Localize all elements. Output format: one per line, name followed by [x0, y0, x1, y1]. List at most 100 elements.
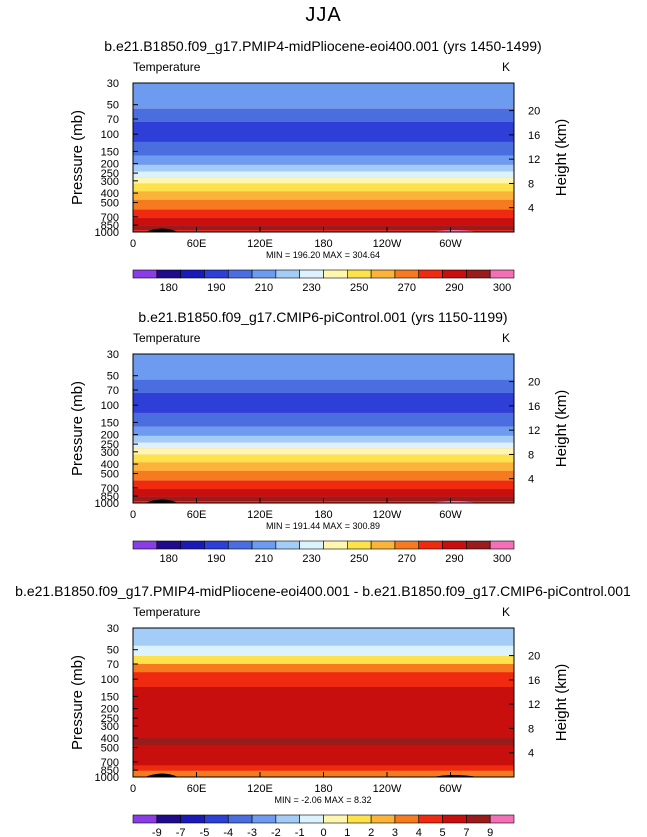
terrain-shape: [145, 228, 178, 232]
y-tick-label: 250: [101, 168, 119, 180]
right-tick-label: 4: [528, 748, 534, 760]
colorbar-label: -2: [271, 827, 281, 837]
variable-label: Temperature: [133, 605, 201, 619]
right-tick-label: 20: [528, 377, 540, 389]
colorbar-label: 4: [416, 827, 422, 837]
units-label: K: [502, 60, 510, 74]
colorbar-swatch: [132, 269, 158, 279]
y-tick-label: 300: [101, 721, 119, 733]
y-tick-label: 700: [101, 757, 119, 769]
colorbar-label: -5: [200, 827, 210, 837]
y-axis-label: Pressure (mb): [69, 381, 86, 476]
x-tick-label: 120W: [373, 783, 402, 795]
contour-band: [133, 177, 514, 184]
colorbar-label: 190: [207, 553, 225, 565]
y-tick-label: 700: [101, 483, 119, 495]
y-tick-label: 400: [101, 459, 119, 471]
y-tick-label: 200: [101, 159, 119, 171]
colorbar-swatch: [394, 540, 420, 550]
colorbar-swatch: [370, 540, 396, 550]
contour-band: [133, 480, 514, 490]
colorbar-swatch: [442, 540, 467, 550]
right-tick-label: 8: [528, 178, 534, 190]
contour-band: [133, 141, 514, 156]
right-axis-label: Height (km): [553, 119, 570, 197]
contour-band: [133, 664, 514, 673]
y-axis-label: Pressure (mb): [69, 655, 86, 750]
right-tick-label: 16: [528, 675, 540, 687]
y-tick-label: 100: [101, 674, 119, 686]
x-tick-label: 120E: [247, 783, 273, 795]
y-tick-label: 70: [107, 385, 119, 397]
colorbar-swatch: [489, 269, 515, 279]
right-tick-label: 4: [528, 203, 534, 215]
panel-title: b.e21.B1850.f09_g17.PMIP4-midPliocene-eo…: [104, 38, 541, 54]
colorbar-swatch: [442, 269, 467, 279]
colorbar-swatch: [418, 540, 443, 550]
x-tick-label: 60E: [187, 783, 207, 795]
contour-band: [133, 199, 514, 210]
colorbar-label: 3: [392, 827, 398, 837]
y-tick-label: 70: [107, 659, 119, 671]
variable-label: Temperature: [133, 60, 201, 74]
y-tick-label: 500: [101, 743, 119, 755]
contour-band: [133, 426, 514, 436]
colorbar-label: 180: [160, 282, 178, 294]
y-tick-label: 400: [101, 188, 119, 200]
right-tick-label: 4: [528, 474, 534, 486]
y-tick-label: 150: [101, 691, 119, 703]
colorbar-label: 300: [493, 553, 511, 565]
contour-band: [133, 155, 514, 165]
units-label: K: [502, 331, 510, 345]
colorbar-swatch: [442, 814, 467, 824]
colorbar-swatch: [275, 540, 300, 550]
y-tick-label: 1000: [95, 772, 119, 784]
colorbar-swatch: [370, 269, 396, 279]
contour-band: [133, 108, 514, 122]
contour-band: [133, 379, 514, 393]
x-tick-label: 120W: [373, 238, 402, 250]
right-tick-label: 12: [528, 425, 540, 437]
right-axis-label: Height (km): [553, 664, 570, 742]
y-tick-label: 50: [107, 371, 119, 383]
colorbar-label: -7: [176, 827, 186, 837]
colorbar-swatch: [394, 269, 420, 279]
x-tick-label: 120E: [247, 509, 273, 521]
y-tick-label: 850: [101, 765, 119, 777]
y-tick-label: 400: [101, 733, 119, 745]
colorbar-swatch: [227, 814, 253, 824]
contour-band: [133, 121, 514, 142]
x-tick-label: 180: [314, 783, 332, 795]
colorbar-label: 1: [344, 827, 350, 837]
y-tick-label: 250: [101, 713, 119, 725]
contour-band: [133, 83, 514, 109]
colorbar-swatch: [180, 269, 205, 279]
colorbar-label: 230: [302, 282, 320, 294]
contour-band: [133, 672, 514, 687]
contour-band: [133, 745, 514, 766]
colorbar-label: 250: [350, 282, 368, 294]
colorbar-label: 290: [445, 553, 463, 565]
y-tick-label: 1000: [95, 227, 119, 239]
colorbar-swatch: [370, 814, 396, 824]
stats-label: MIN = -2.06 MAX = 8.32: [274, 795, 371, 805]
y-tick-label: 300: [101, 447, 119, 459]
y-tick-label: 200: [101, 704, 119, 716]
colorbar-label: 190: [207, 282, 225, 294]
colorbar-swatch: [466, 540, 491, 550]
colorbar-label: 9: [487, 827, 493, 837]
colorbar-label: 250: [350, 553, 368, 565]
contour-band: [133, 442, 514, 449]
colorbar-swatch: [299, 814, 324, 824]
colorbar-label: 0: [320, 827, 326, 837]
colorbar-label: 180: [160, 553, 178, 565]
contour-band: [133, 435, 514, 443]
colorbar-swatch: [418, 814, 443, 824]
colorbar-swatch: [180, 814, 205, 824]
y-tick-label: 850: [101, 220, 119, 232]
colorbar-swatch: [347, 814, 372, 824]
contour-band: [133, 392, 514, 413]
colorbar-label: -9: [152, 827, 162, 837]
units-label: K: [502, 605, 510, 619]
